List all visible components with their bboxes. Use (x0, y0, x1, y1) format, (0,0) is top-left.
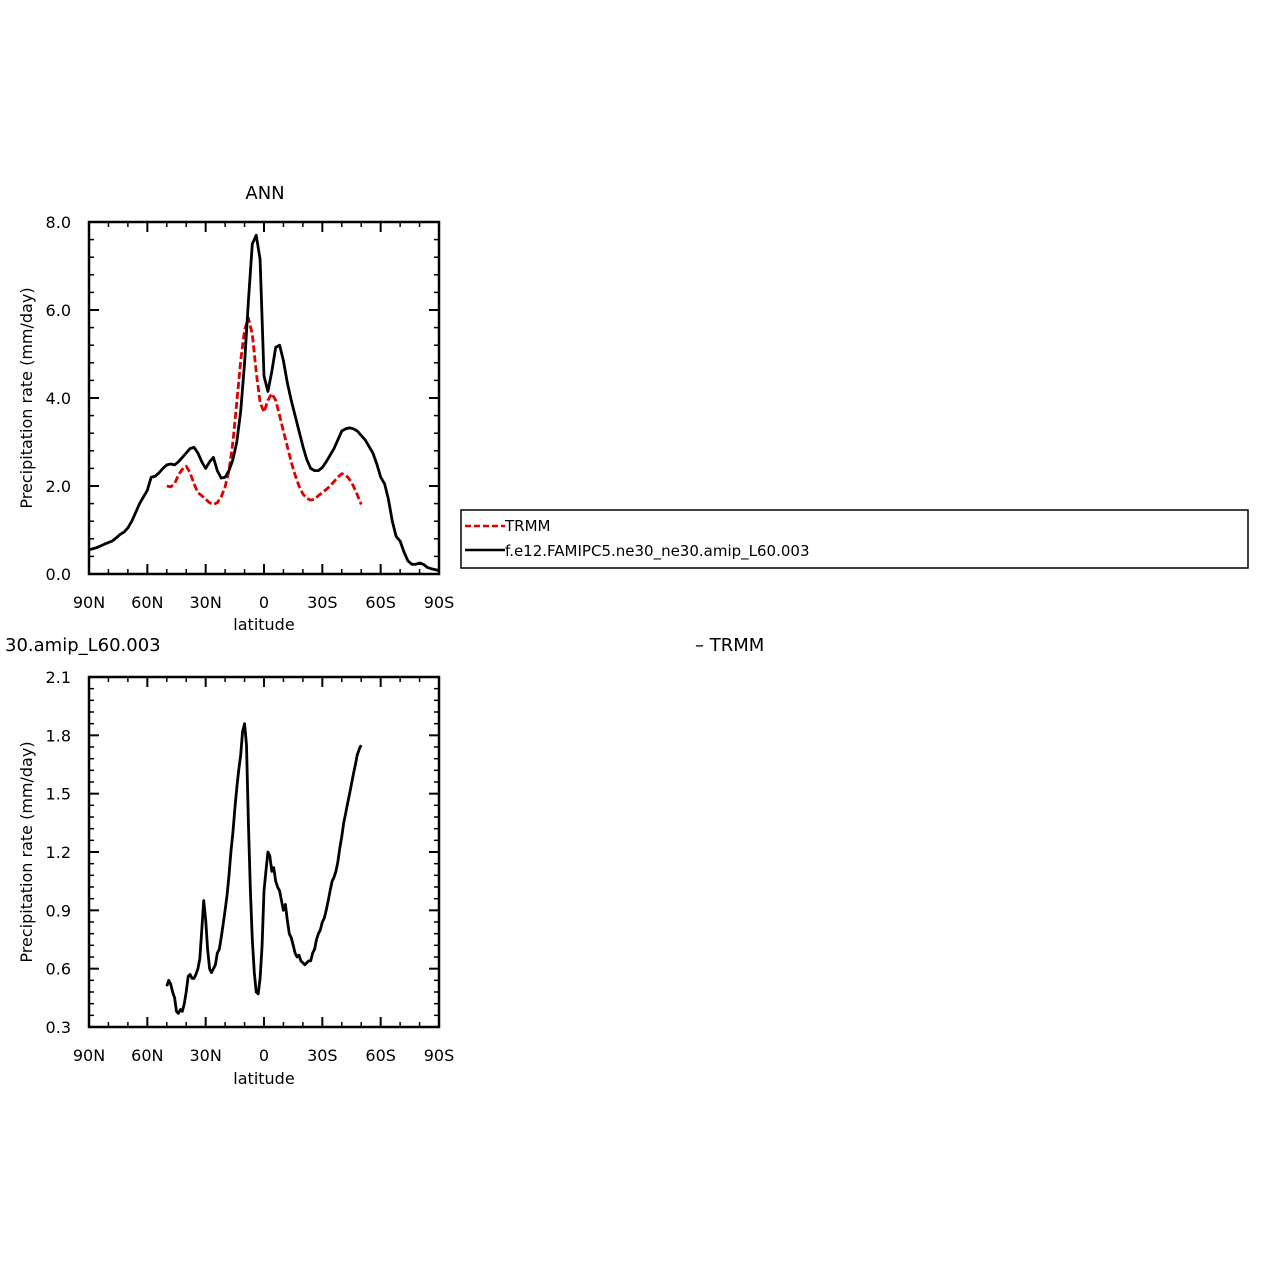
legend: TRMM f.e12.FAMIPC5.ne30_ne30.amip_L60.00… (460, 509, 1249, 569)
y-tick-label: 1.8 (46, 726, 71, 745)
y-tick-label: 1.5 (46, 785, 71, 804)
x-tick-label: 90S (424, 593, 455, 612)
axis-ticks: 90N 60N 30N 0 30S 60S 90S 0.3 0.6 0.9 1.2 1.5 1.8 2.1 (46, 668, 455, 1065)
y-tick-label: 8.0 (46, 213, 71, 232)
x-tick-label: 30S (307, 593, 338, 612)
series-line-f-e12-famipc5-ne30-ne30-amip-l60-003 (88, 233, 440, 572)
x-tick-label: 30S (307, 1046, 338, 1065)
y-tick-label: 6.0 (46, 301, 71, 320)
x-tick-label: 60N (131, 593, 163, 612)
chart-title: ANN (245, 183, 284, 204)
difference-title-left: 30.amip_L60.003 (5, 635, 161, 656)
y-tick-label: 1.2 (46, 843, 71, 862)
series-line-difference (165, 722, 363, 1015)
x-tick-label: 60S (365, 593, 396, 612)
y-tick-label: 4.0 (46, 389, 71, 408)
legend-label-trmm: TRMM (504, 517, 550, 535)
x-tick-label: 90S (424, 1046, 455, 1065)
plot-frame (87, 220, 441, 576)
series-line-trmm (166, 316, 363, 506)
panel-annual: ANN Precipitation rate (mm/day) latitude… (17, 183, 454, 634)
series-lines (88, 233, 440, 572)
y-tick-label: 2.1 (46, 668, 71, 687)
x-tick-label: 60N (131, 1046, 163, 1065)
x-tick-label: 0 (259, 1046, 269, 1065)
y-axis-label: Precipitation rate (mm/day) (17, 287, 36, 508)
plot-frame (87, 675, 441, 1029)
x-tick-label: 90N (73, 593, 105, 612)
x-tick-label: 30N (190, 593, 222, 612)
x-tick-label: 90N (73, 1046, 105, 1065)
x-axis-label: latitude (233, 1069, 294, 1088)
panel-difference: 30.amip_L60.003 – TRMM Precipitation rat… (5, 635, 764, 1088)
y-tick-label: 0.0 (46, 565, 71, 584)
y-axis-label: Precipitation rate (mm/day) (17, 741, 36, 962)
x-axis-label: latitude (233, 615, 294, 634)
y-tick-label: 0.3 (46, 1018, 71, 1037)
y-tick-label: 2.0 (46, 477, 71, 496)
x-tick-label: 0 (259, 593, 269, 612)
x-tick-label: 60S (365, 1046, 396, 1065)
series-lines (165, 722, 363, 1015)
difference-title-right: – TRMM (695, 635, 764, 656)
x-tick-label: 30N (190, 1046, 222, 1065)
y-tick-label: 0.6 (46, 960, 71, 979)
y-tick-label: 0.9 (46, 901, 71, 920)
legend-label-model: f.e12.FAMIPC5.ne30_ne30.amip_L60.003 (505, 542, 810, 561)
legend-box (460, 509, 1249, 569)
axis-ticks: 90N 60N 30N 0 30S 60S 90S 0.0 2.0 4.0 6.0 8.0 (46, 213, 455, 612)
